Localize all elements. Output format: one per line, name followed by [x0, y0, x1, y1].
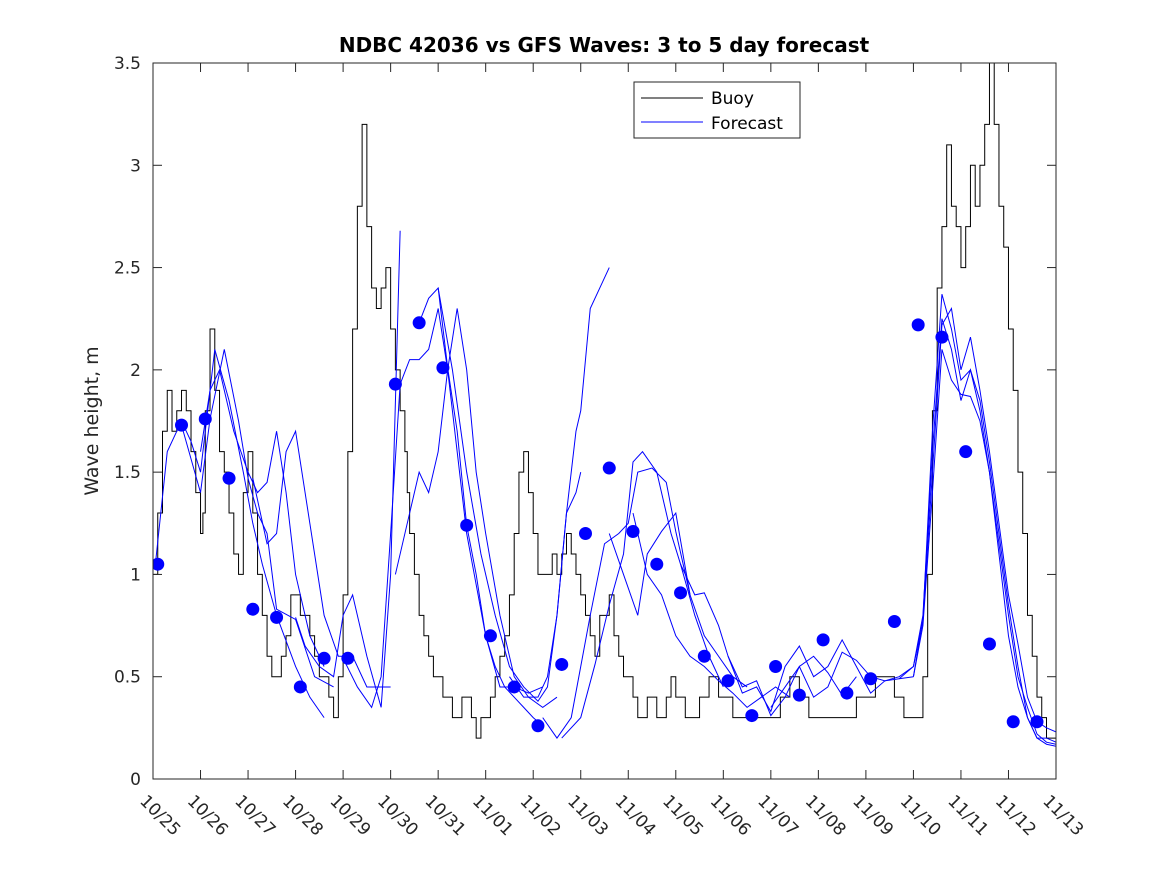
y-tick-label: 1.5: [114, 463, 141, 483]
forecast-markers: [153, 316, 1044, 733]
forecast-line: [561, 450, 724, 739]
y-tick-label: 3.5: [114, 54, 141, 74]
y-tick-label: 2.5: [114, 259, 141, 279]
forecast-marker: [721, 674, 735, 688]
forecast-line: [394, 308, 558, 709]
forecast-marker: [412, 316, 426, 330]
forecast-line: [727, 638, 914, 713]
forecast-marker: [650, 557, 664, 571]
y-tick-label: 3: [130, 156, 141, 176]
forecast-line: [181, 349, 334, 688]
forecast-marker: [674, 586, 688, 600]
forecast-marker: [697, 649, 711, 663]
forecast-marker: [959, 445, 973, 459]
forecast-marker: [769, 659, 783, 673]
forecast-marker: [436, 361, 450, 375]
forecast-line: [342, 308, 543, 709]
forecast-marker: [341, 651, 355, 665]
forecast-marker: [792, 688, 806, 702]
forecast-line: [632, 512, 791, 709]
legend-label-forecast: Forecast: [711, 114, 783, 134]
y-tick-label: 2: [130, 361, 141, 381]
forecast-marker: [270, 610, 284, 624]
forecast-marker: [153, 557, 165, 571]
forecast-marker: [1006, 715, 1020, 729]
legend: Buoy Forecast: [633, 81, 801, 139]
buoy-series: [153, 63, 1056, 739]
forecast-marker: [531, 719, 545, 733]
forecast-line: [912, 294, 1056, 743]
forecast-marker: [840, 686, 854, 700]
legend-box: [633, 81, 801, 139]
chart-title: NDBC 42036 vs GFS Waves: 3 to 5 day fore…: [339, 33, 870, 57]
forecast-marker: [745, 709, 759, 723]
forecast-marker: [317, 651, 331, 665]
forecast-marker: [388, 377, 402, 391]
forecast-marker: [864, 672, 878, 686]
forecast-marker: [222, 471, 236, 485]
y-axis: 0 0.5 1 1.5 2 2.5 3 3.5: [114, 54, 1056, 790]
legend-label-buoy: Buoy: [711, 89, 754, 109]
forecast-marker: [578, 527, 592, 541]
forecast-line: [200, 368, 325, 667]
plot-area: [153, 63, 1056, 779]
forecast-line: [608, 511, 748, 688]
forecast-marker: [887, 614, 901, 628]
forecast-marker: [602, 461, 616, 475]
y-tick-label: 0.5: [114, 668, 141, 688]
y-axis-label: Wave height, m: [81, 346, 103, 495]
forecast-marker: [460, 518, 474, 532]
y-tick-label: 1: [130, 565, 141, 585]
forecast-marker: [507, 680, 521, 694]
forecast-line: [295, 230, 401, 708]
forecast-marker: [626, 524, 640, 538]
forecast-marker: [982, 637, 996, 651]
forecast-marker: [198, 412, 212, 426]
y-tick-label: 0: [130, 770, 141, 790]
forecast-line: [418, 286, 544, 727]
forecast-marker: [246, 602, 260, 616]
buoy-line: [153, 63, 1056, 739]
forecast-marker: [911, 318, 925, 332]
forecast-marker: [816, 633, 830, 647]
forecast-marker: [935, 330, 949, 344]
forecast-line: [509, 267, 610, 698]
forecast-marker: [483, 629, 497, 643]
forecast-marker: [293, 680, 307, 694]
forecast-marker: [1030, 715, 1044, 729]
axes-box: [152, 62, 1057, 780]
forecast-line: [252, 429, 391, 688]
forecast-line: [542, 467, 691, 739]
forecast-line: [770, 318, 1056, 747]
forecast-line: [680, 563, 857, 717]
forecast-line: [898, 307, 1056, 733]
forecast-marker: [175, 418, 189, 432]
forecast-marker: [555, 657, 569, 671]
